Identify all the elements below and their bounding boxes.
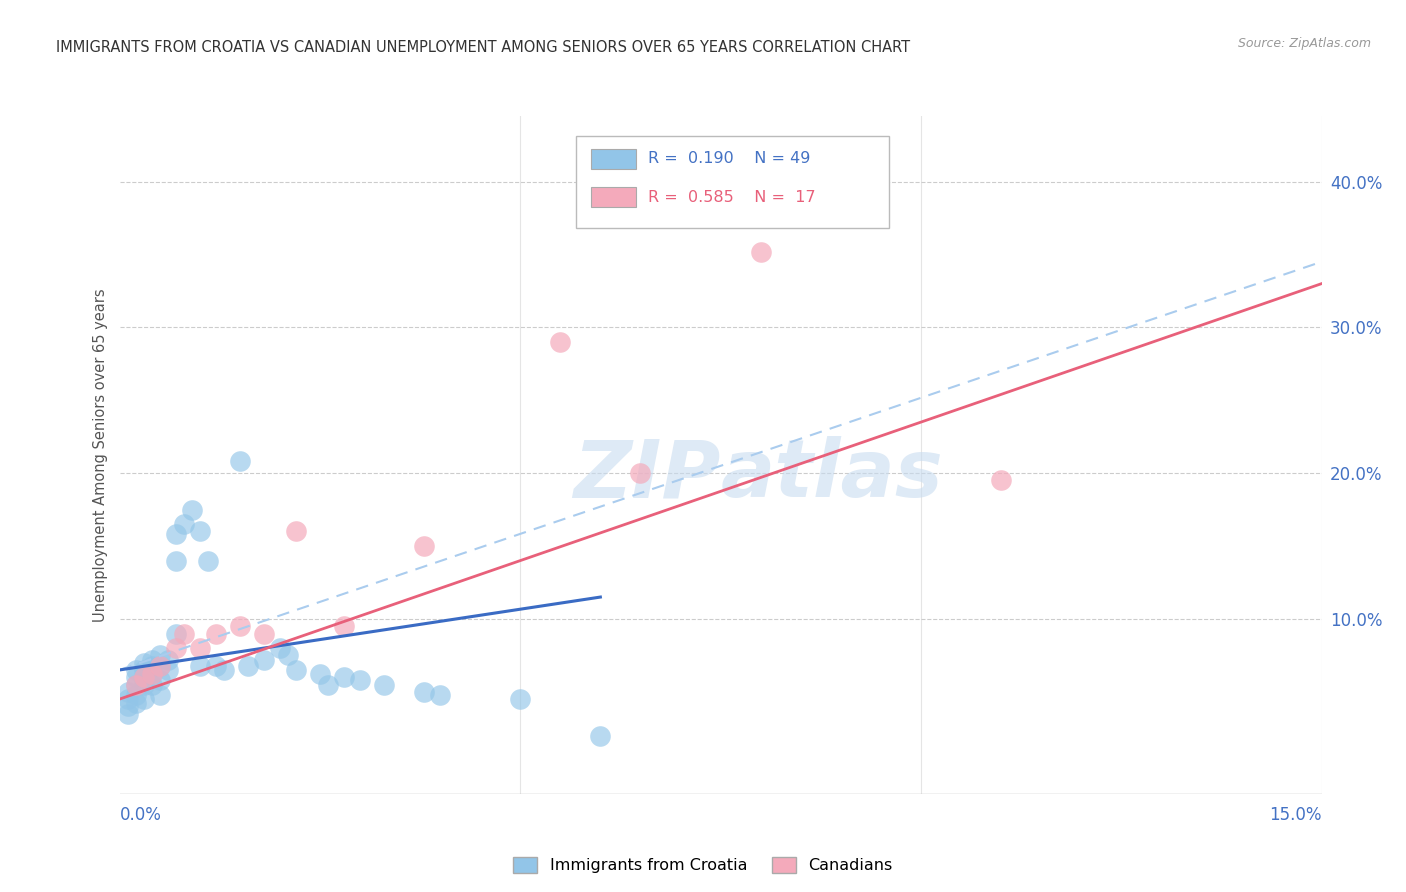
Point xyxy=(277,648,299,663)
Point xyxy=(204,658,226,673)
Point xyxy=(117,692,139,706)
Point xyxy=(630,466,652,480)
Text: R =  0.585    N =  17: R = 0.585 N = 17 xyxy=(648,190,815,205)
Point xyxy=(117,706,139,721)
Point xyxy=(124,670,146,684)
Point xyxy=(124,677,146,691)
Point xyxy=(117,685,139,699)
Point xyxy=(132,670,155,684)
Point xyxy=(236,658,259,673)
Point xyxy=(413,685,436,699)
Point xyxy=(204,626,226,640)
Point xyxy=(141,677,163,691)
Point xyxy=(373,677,395,691)
Point xyxy=(117,699,139,714)
Text: ZIP: ZIP xyxy=(574,436,720,515)
Text: Source: ZipAtlas.com: Source: ZipAtlas.com xyxy=(1237,37,1371,51)
Point xyxy=(156,663,179,677)
FancyBboxPatch shape xyxy=(591,148,637,169)
Point xyxy=(149,658,172,673)
Point xyxy=(253,626,276,640)
Point xyxy=(749,244,772,259)
Point xyxy=(124,677,146,691)
Point xyxy=(156,653,179,667)
Point xyxy=(124,663,146,677)
Text: R =  0.190    N = 49: R = 0.190 N = 49 xyxy=(648,151,811,166)
Text: atlas: atlas xyxy=(720,436,943,515)
Point xyxy=(228,619,252,633)
Point xyxy=(141,667,163,681)
Legend: Immigrants from Croatia, Canadians: Immigrants from Croatia, Canadians xyxy=(508,850,898,880)
Point xyxy=(124,688,146,702)
FancyBboxPatch shape xyxy=(591,187,637,208)
Point xyxy=(173,626,195,640)
Point xyxy=(165,527,187,541)
Point xyxy=(141,653,163,667)
Point xyxy=(589,729,612,743)
Point xyxy=(284,524,307,539)
Point xyxy=(188,641,211,656)
Point xyxy=(309,667,332,681)
Point xyxy=(188,524,211,539)
Point xyxy=(132,692,155,706)
Point xyxy=(333,670,356,684)
Point xyxy=(141,658,163,673)
Point xyxy=(188,658,211,673)
Point xyxy=(509,692,531,706)
Point xyxy=(316,677,339,691)
Point xyxy=(132,663,155,677)
Point xyxy=(132,656,155,670)
Point xyxy=(173,517,195,532)
Point xyxy=(132,677,155,691)
Point xyxy=(212,663,235,677)
Point xyxy=(228,454,252,468)
Point xyxy=(197,553,219,567)
Point xyxy=(149,673,172,688)
Point xyxy=(165,626,187,640)
Point xyxy=(550,334,572,349)
Point xyxy=(253,653,276,667)
Point xyxy=(990,474,1012,488)
Point xyxy=(124,697,146,711)
Point xyxy=(149,658,172,673)
Point xyxy=(149,688,172,702)
Point xyxy=(349,673,371,688)
Point xyxy=(413,539,436,553)
Point xyxy=(132,670,155,684)
Point xyxy=(180,502,202,516)
Point xyxy=(284,663,307,677)
Y-axis label: Unemployment Among Seniors over 65 years: Unemployment Among Seniors over 65 years xyxy=(93,288,108,622)
Point xyxy=(165,641,187,656)
Point xyxy=(269,641,291,656)
FancyBboxPatch shape xyxy=(576,136,889,227)
Point xyxy=(165,553,187,567)
Text: IMMIGRANTS FROM CROATIA VS CANADIAN UNEMPLOYMENT AMONG SENIORS OVER 65 YEARS COR: IMMIGRANTS FROM CROATIA VS CANADIAN UNEM… xyxy=(56,40,910,55)
Point xyxy=(429,688,451,702)
Point xyxy=(141,667,163,681)
Text: 15.0%: 15.0% xyxy=(1270,805,1322,823)
Point xyxy=(149,648,172,663)
Point xyxy=(333,619,356,633)
Text: 0.0%: 0.0% xyxy=(120,805,162,823)
